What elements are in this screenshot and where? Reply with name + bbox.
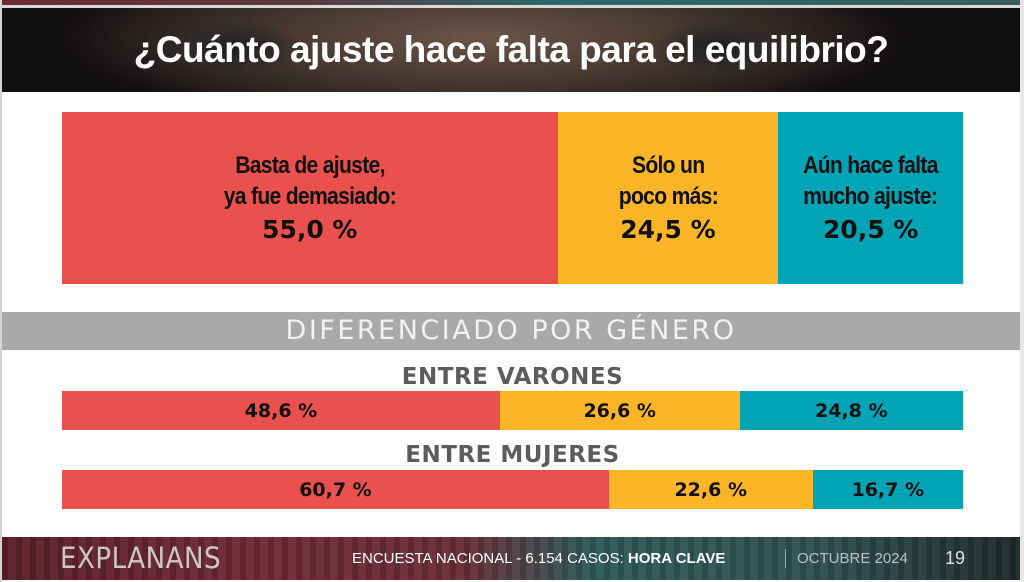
footer-bar: EXPLANANS ENCUESTA NACIONAL - 6.154 CASO… <box>2 537 1020 580</box>
gender-bar-segment-0-2: 24,8 % <box>739 391 963 430</box>
page-border-right <box>1020 0 1024 582</box>
page-title: ¿Cuánto ajuste hace falta para el equili… <box>133 29 889 70</box>
overall-bar-segment-0: Basta de ajuste, ya fue demasiado: 55,0 % <box>62 112 558 284</box>
segment-label-line: mucho ajuste: <box>803 183 939 210</box>
group-title-mujeres: ENTRE MUJERES <box>405 442 620 468</box>
top-photo-strip <box>0 0 1024 5</box>
gender-bar-segment-1-0: 60,7 % <box>62 470 609 509</box>
gender-bar-segment-0-0: 48,6 % <box>62 391 500 430</box>
footer-survey-bold: HORA CLAVE <box>627 550 726 567</box>
segment-value-label: 55,0 % <box>262 215 358 244</box>
stacked-bar-mujeres: 60,7 % 22,6 % 16,7 % <box>62 470 963 509</box>
footer-date: OCTUBRE 2024 <box>797 550 908 567</box>
section-band-gender: DIFERENCIADO POR GÉNERO <box>2 312 1020 350</box>
segment-value-label: 48,6 % <box>244 399 318 422</box>
footer-background-photo <box>2 537 1020 580</box>
segment-label-line: Basta de ajuste, <box>234 152 385 179</box>
page-border-left <box>0 0 2 582</box>
overall-bar-segment-1: Sólo un poco más: 24,5 % <box>557 112 779 284</box>
segment-label-line: Aún hace falta <box>803 152 938 179</box>
group-title-varones: ENTRE VARONES <box>401 364 624 390</box>
footer-survey-info: ENCUESTA NACIONAL - 6.154 CASOS: HORA CL… <box>352 537 725 580</box>
segment-value-label: 26,6 % <box>583 399 656 422</box>
header-banner: ¿Cuánto ajuste hace falta para el equili… <box>2 8 1020 92</box>
segment-value-label: 60,7 % <box>299 478 372 501</box>
segment-value-label: 24,5 % <box>620 215 716 244</box>
segment-value-label: 16,7 % <box>851 478 925 501</box>
gender-bar-segment-0-1: 26,6 % <box>499 391 740 430</box>
segment-value-label: 24,8 % <box>814 399 888 422</box>
overall-stacked-bar: Basta de ajuste, ya fue demasiado: 55,0 % S… <box>62 112 963 284</box>
page-number: 19 <box>945 548 966 568</box>
segment-label-line: ya fue demasiado: <box>223 183 397 210</box>
footer-separator <box>785 549 786 568</box>
segment-value-label: 22,6 % <box>674 478 747 501</box>
gender-bar-segment-1-1: 22,6 % <box>608 470 813 509</box>
segment-label-line: Sólo un <box>631 152 705 179</box>
stacked-bar-varones: 48,6 % 26,6 % 24,8 % <box>62 391 963 430</box>
footer-survey-text: ENCUESTA NACIONAL - 6.154 CASOS: <box>352 550 628 567</box>
gender-bar-segment-1-2: 16,7 % <box>812 470 963 509</box>
segment-label-line: poco más: <box>618 183 718 210</box>
explanans-logo: EXPLANANS <box>60 541 222 575</box>
overall-bar-segment-2: Aún hace falta mucho ajuste: 20,5 % <box>778 112 963 284</box>
segment-value-label: 20,5 % <box>822 215 919 244</box>
top-divider <box>0 5 1024 8</box>
